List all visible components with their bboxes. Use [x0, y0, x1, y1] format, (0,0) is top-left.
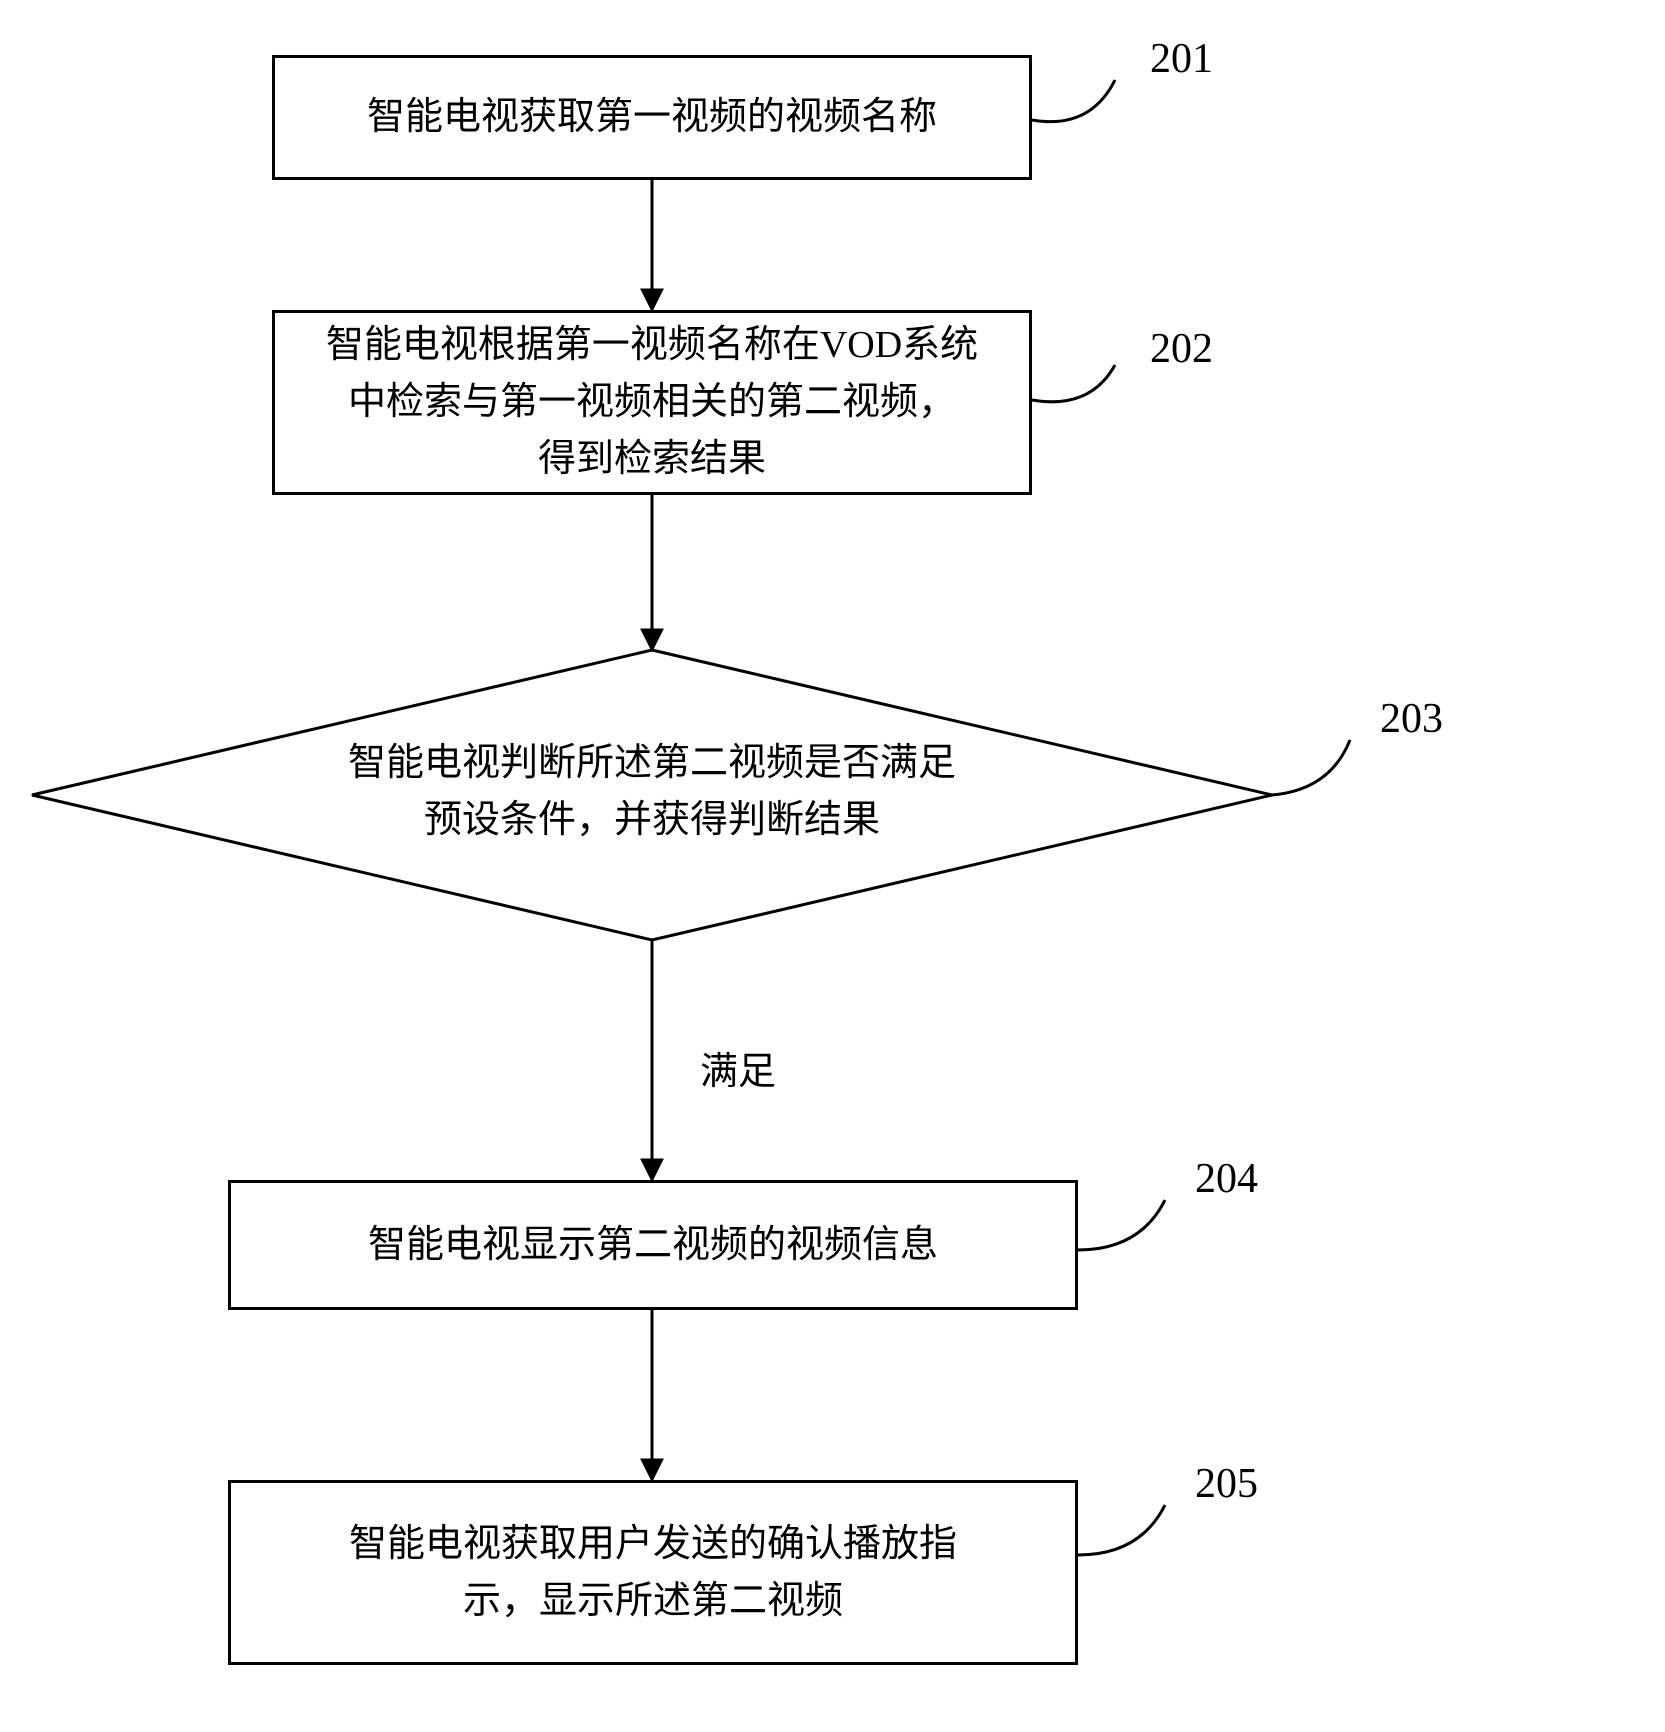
step-number-text: 203 [1380, 696, 1443, 742]
step-number-n4: 204 [1195, 1155, 1258, 1203]
node-text: 智能电视获取第一视频的视频名称 [367, 89, 937, 146]
node-text: 智能电视显示第二视频的视频信息 [368, 1217, 938, 1274]
node-text: 智能电视根据第一视频名称在VOD系统 中检索与第一视频相关的第二视频， 得到检索… [326, 317, 978, 488]
callout-2 [1272, 740, 1350, 795]
callout-4 [1078, 1505, 1165, 1555]
svg-layer [0, 0, 1665, 1732]
step-number-text: 202 [1150, 326, 1213, 372]
node-text: 智能电视获取用户发送的确认播放指 示，显示所述第二视频 [349, 1516, 957, 1630]
step-number-text: 204 [1195, 1156, 1258, 1202]
step-number-n2: 202 [1150, 325, 1213, 373]
flow-node-n2: 智能电视根据第一视频名称在VOD系统 中检索与第一视频相关的第二视频， 得到检索… [272, 310, 1032, 495]
flowchart-canvas: 智能电视获取第一视频的视频名称 201 智能电视根据第一视频名称在VOD系统 中检索… [0, 0, 1665, 1732]
node-text: 智能电视判断所述第二视频是否满足 预设条件，并获得判断结果 [348, 742, 956, 841]
step-number-n5: 205 [1195, 1460, 1258, 1508]
step-number-n3: 203 [1380, 695, 1443, 743]
edge-label-text: 满足 [700, 1051, 776, 1093]
step-number-n1: 201 [1150, 35, 1213, 83]
callout-1 [1032, 365, 1115, 402]
step-number-text: 201 [1150, 36, 1213, 82]
diamond-text-n3: 智能电视判断所述第二视频是否满足 预设条件，并获得判断结果 [272, 735, 1032, 849]
flow-node-n5: 智能电视获取用户发送的确认播放指 示，显示所述第二视频 [228, 1480, 1078, 1665]
flow-node-n4: 智能电视显示第二视频的视频信息 [228, 1180, 1078, 1310]
step-number-text: 205 [1195, 1461, 1258, 1507]
edge-label-n3-n4: 满足 [700, 1040, 776, 1095]
callout-3 [1078, 1200, 1165, 1250]
flow-node-n1: 智能电视获取第一视频的视频名称 [272, 55, 1032, 180]
callout-0 [1032, 80, 1115, 122]
